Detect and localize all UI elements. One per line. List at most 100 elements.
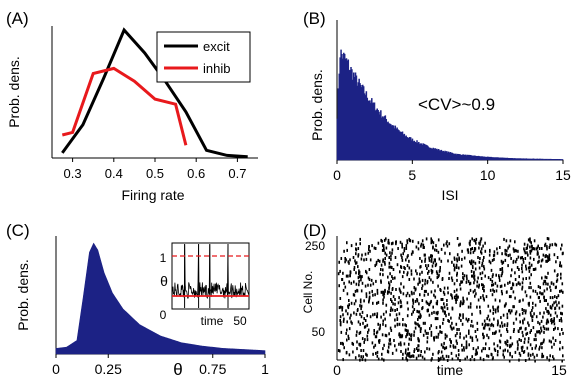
raster-spike	[482, 332, 484, 336]
raster-spike	[537, 260, 539, 264]
panel-c-y-label: Prob. dens.	[15, 259, 31, 331]
raster-spike	[493, 317, 495, 321]
raster-spike	[458, 266, 460, 270]
raster-spike	[437, 238, 440, 242]
raster-spike	[479, 272, 482, 276]
raster-spike	[537, 296, 540, 300]
raster-spike	[486, 317, 488, 321]
inset-spikes	[184, 244, 229, 308]
raster-spike	[359, 304, 361, 308]
raster-spike	[535, 344, 537, 348]
raster-spike	[525, 332, 527, 336]
raster-spike	[394, 256, 397, 259]
raster-spike	[377, 322, 379, 326]
raster-spike	[447, 291, 449, 295]
raster-spike	[361, 253, 363, 257]
raster-spike	[518, 275, 520, 279]
raster-spike	[546, 259, 548, 263]
raster-spike	[428, 347, 431, 351]
raster-spike	[559, 332, 561, 336]
panel-a-xtick-2: 0.5	[146, 166, 164, 181]
raster-spike	[360, 355, 362, 359]
raster-spike	[339, 320, 342, 324]
raster-spike	[473, 358, 476, 362]
raster-spike	[408, 237, 410, 241]
raster-spike	[482, 244, 484, 248]
raster-spike	[502, 313, 505, 317]
raster-spike	[423, 357, 426, 361]
raster-spike	[452, 345, 455, 349]
raster-spike	[474, 247, 476, 250]
raster-spike	[421, 299, 424, 302]
raster-spike	[548, 311, 550, 315]
raster-spike	[499, 299, 501, 303]
raster-spike	[389, 309, 392, 312]
raster-spike	[477, 276, 479, 280]
raster-spike	[529, 256, 532, 260]
raster-spike	[383, 292, 386, 296]
raster-spike	[419, 353, 422, 357]
raster-spike	[562, 290, 564, 294]
panel-a-legend: excit inhib	[156, 31, 251, 83]
raster-spike	[354, 261, 357, 265]
raster-spike	[535, 338, 537, 342]
raster-spike	[473, 281, 475, 285]
raster-spike	[432, 352, 434, 356]
raster-spike	[352, 256, 355, 259]
raster-spike	[533, 312, 535, 316]
raster-spike	[461, 302, 464, 306]
raster-spike	[465, 345, 468, 349]
raster-spike	[506, 290, 508, 294]
raster-spike	[524, 257, 527, 260]
raster-spike	[432, 261, 435, 265]
raster-spike	[453, 266, 456, 270]
raster-spike	[485, 295, 488, 299]
raster-spike	[408, 342, 410, 346]
raster-spike	[479, 305, 481, 309]
raster-spike	[524, 337, 526, 341]
raster-spike	[401, 242, 403, 246]
raster-spike	[465, 280, 468, 284]
raster-spike	[359, 358, 361, 362]
raster-spike	[340, 257, 343, 260]
raster-spike	[375, 335, 378, 339]
raster-spike	[492, 356, 494, 360]
panel-a-series	[61, 27, 248, 159]
raster-spike	[520, 339, 522, 342]
raster-spike	[417, 310, 420, 314]
raster-spike	[470, 247, 472, 251]
raster-spike	[431, 254, 433, 258]
raster-spike	[515, 310, 518, 314]
raster-spike	[477, 256, 479, 259]
raster-spike	[401, 357, 404, 361]
raster-spike	[408, 266, 411, 270]
raster-spike	[427, 292, 429, 296]
raster-spike	[560, 289, 563, 293]
raster-spike	[529, 295, 532, 299]
raster-spike	[468, 329, 470, 333]
raster-spike	[399, 289, 401, 293]
raster-spike	[525, 309, 527, 313]
panel-d-xtick-0: 0	[333, 362, 341, 377]
raster-spike	[406, 239, 408, 243]
raster-spike	[422, 244, 425, 248]
raster-spike	[444, 336, 447, 340]
raster-spike	[388, 332, 390, 336]
raster-spike	[381, 352, 383, 356]
raster-spike	[507, 281, 509, 285]
raster-spike	[494, 310, 497, 314]
raster-spike	[538, 259, 540, 263]
raster-spike	[440, 298, 443, 301]
raster-spike	[498, 339, 501, 343]
raster-spike	[424, 350, 426, 354]
raster-spike	[518, 268, 520, 271]
raster-spike	[419, 257, 421, 260]
raster-spike	[415, 287, 417, 291]
raster-spike	[537, 252, 539, 256]
raster-spike	[402, 285, 405, 289]
raster-spike	[401, 275, 404, 279]
raster-spike	[491, 275, 494, 279]
raster-spike	[555, 300, 557, 304]
raster-spike	[537, 244, 539, 248]
raster-spike	[389, 342, 392, 346]
